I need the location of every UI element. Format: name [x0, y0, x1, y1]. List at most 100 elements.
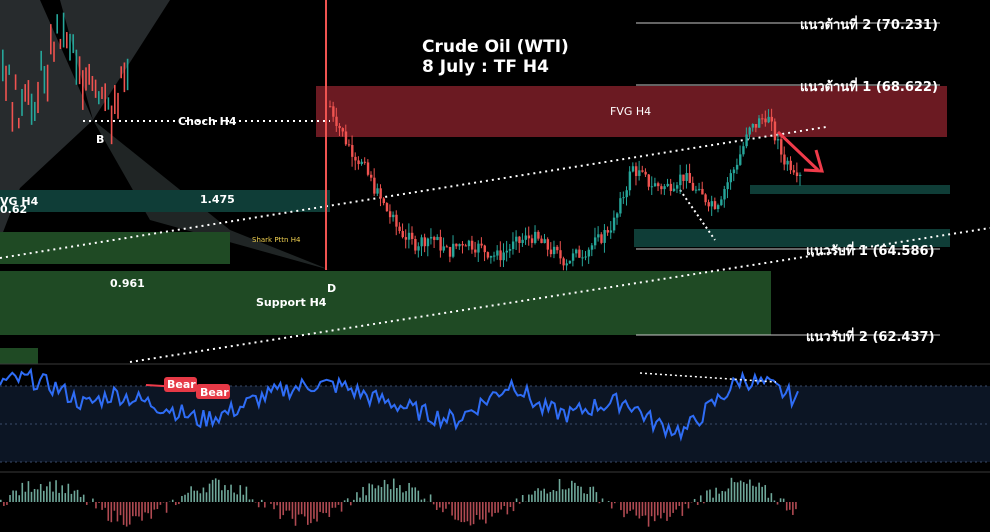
candle-body	[792, 170, 796, 173]
histogram-bar	[15, 490, 17, 502]
histogram-bar	[122, 502, 125, 525]
candle-body	[776, 139, 780, 141]
candle-body	[581, 257, 584, 259]
histogram-bar	[9, 495, 11, 502]
histogram-bar	[187, 492, 189, 502]
histogram-bar	[684, 502, 687, 505]
candle-body	[559, 250, 562, 259]
histogram-bar	[623, 502, 625, 518]
candle-body	[543, 239, 546, 244]
edge-value-label: 0.62	[0, 203, 27, 216]
histogram-bar	[174, 502, 177, 506]
candle-body	[37, 81, 39, 114]
histogram-bar	[764, 485, 767, 502]
candle-body	[530, 238, 534, 243]
candle-body	[663, 186, 666, 190]
candle-body	[417, 246, 420, 251]
histogram-bar	[733, 482, 736, 502]
candle-body	[423, 237, 427, 247]
histogram-bar	[614, 502, 616, 504]
candle-body	[616, 213, 619, 218]
candle-body	[757, 118, 761, 128]
candle-body	[641, 170, 644, 172]
histogram-bar	[104, 502, 106, 508]
candle-body	[351, 145, 354, 157]
histogram-bar	[156, 502, 159, 510]
histogram-bar	[620, 502, 622, 511]
histogram-bar	[214, 478, 217, 502]
histogram-bar	[703, 502, 705, 504]
candle-body	[379, 188, 382, 199]
histogram-bar	[359, 497, 361, 502]
histogram-bar	[785, 502, 788, 511]
candle-body	[2, 49, 4, 82]
candle-body	[94, 79, 97, 98]
histogram-bar	[792, 502, 794, 515]
histogram-bar	[448, 502, 450, 505]
histogram-bar	[561, 489, 564, 502]
histogram-bar	[294, 502, 297, 526]
candle-body	[644, 171, 647, 175]
candle-body	[5, 65, 7, 101]
histogram-bar	[264, 502, 266, 508]
candle-body	[452, 243, 455, 257]
histogram-bar	[678, 502, 681, 506]
histogram-bar	[282, 502, 285, 516]
candle-body	[357, 160, 360, 165]
support2-label: แนวรับที่ 2 (62.437)	[806, 327, 935, 345]
candle-body	[493, 255, 496, 257]
histogram-bar	[491, 502, 493, 517]
pullback-line	[679, 189, 716, 241]
histogram-bar	[488, 502, 490, 513]
histogram-bar	[159, 502, 162, 505]
histogram-bar	[12, 490, 14, 502]
histogram-bar	[24, 491, 27, 502]
candle-body	[117, 92, 119, 119]
candle-body	[657, 183, 660, 187]
candle-body	[78, 56, 81, 85]
histogram-bar	[746, 483, 748, 502]
candle-body	[540, 238, 543, 244]
forecast-arrow-head	[803, 149, 825, 173]
histogram-bar	[39, 484, 42, 502]
candle-body	[606, 230, 609, 233]
candle-body	[120, 66, 122, 79]
histogram-bar	[125, 502, 128, 527]
candle-body	[704, 194, 707, 203]
candle-body	[27, 80, 30, 105]
lower-trendline	[129, 227, 990, 363]
candle-body	[21, 88, 23, 116]
candle-body	[56, 14, 58, 34]
candle-body	[549, 249, 553, 255]
histogram-bar	[626, 502, 628, 514]
candle-body	[363, 161, 367, 163]
candle-body	[552, 246, 556, 255]
support1-label: แนวรับที่ 1 (64.586)	[806, 241, 935, 259]
candle-body	[694, 189, 698, 191]
histogram-bar	[521, 495, 524, 502]
histogram-bar	[481, 502, 484, 520]
histogram-bar	[699, 495, 702, 502]
histogram-bar	[567, 488, 570, 502]
histogram-bar	[291, 502, 294, 519]
histogram-bar	[162, 502, 165, 503]
candle-body	[24, 84, 26, 102]
histogram-bar	[607, 501, 610, 502]
candle-body	[521, 239, 524, 243]
histogram-bar	[184, 494, 186, 502]
candle-body	[59, 38, 62, 49]
histogram-bar	[776, 502, 779, 505]
candle-body	[534, 231, 537, 243]
candle-body	[464, 245, 468, 247]
histogram-bar	[150, 502, 153, 519]
histogram-bar	[564, 489, 567, 502]
histogram-bar	[414, 487, 417, 502]
upper-trendline	[0, 126, 827, 259]
point-d-label: D	[327, 282, 336, 295]
candle-body	[773, 121, 777, 141]
histogram-bar	[736, 482, 739, 502]
histogram-bar	[383, 479, 386, 502]
histogram-bar	[592, 486, 595, 502]
histogram-bar	[512, 502, 515, 512]
